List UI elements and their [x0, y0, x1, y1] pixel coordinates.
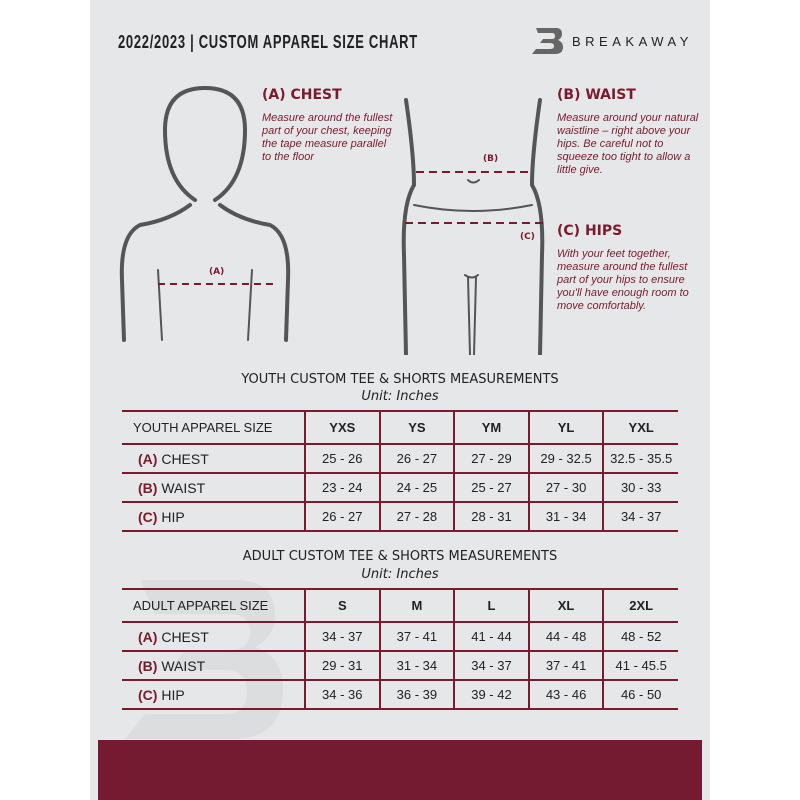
- table-header-row: YOUTH APPAREL SIZE YXS YS YM YL YXL: [122, 411, 678, 445]
- header-cell: YXS: [304, 411, 380, 445]
- table-cell: 44 - 48: [527, 622, 604, 652]
- table-cell: 27 - 28: [378, 502, 455, 532]
- chest-figure-illustration: [119, 85, 291, 342]
- table-cell: 39 - 42: [453, 680, 529, 710]
- table-cell: 25 - 27: [453, 473, 529, 503]
- table-cell: 41 - 44: [453, 622, 529, 652]
- breakaway-logo-icon: [532, 28, 563, 54]
- adult-size-table: ADULT APPAREL SIZE S M L XL 2XL (A) CHEST 34 - …: [122, 588, 678, 710]
- header-cell: YS: [378, 411, 455, 445]
- table-cell: 26 - 27: [304, 502, 380, 532]
- header-cell: YXL: [602, 411, 678, 445]
- table-row: (B) WAIST 23 - 24 24 - 25 25 - 27 27 - 30 30 …: [122, 473, 678, 503]
- youth-section-title: YOUTH CUSTOM TEE & SHORTS MEASUREMENTS: [241, 372, 559, 387]
- youth-size-table: YOUTH APPAREL SIZE YXS YS YM YL YXL (A) CHEST 2…: [122, 410, 678, 532]
- waist-hips-figure-illustration: [401, 98, 545, 355]
- hips-description: With your feet together, measure around …: [557, 248, 689, 312]
- table-cell: 41 - 45.5: [602, 651, 678, 681]
- table-row: (C) HIP 26 - 27 27 - 28 28 - 31 31 - 34 34 - …: [122, 502, 678, 532]
- table-cell: 34 - 37: [453, 651, 529, 681]
- row-name: WAIST: [161, 479, 206, 496]
- row-label: (A) CHEST: [122, 444, 305, 474]
- table-cell: 29 - 31: [304, 651, 380, 681]
- chest-description: Measure around the fullest part of your …: [262, 112, 393, 163]
- table-cell: 34 - 36: [304, 680, 380, 710]
- table-cell: 34 - 37: [304, 622, 380, 652]
- table-row: (A) CHEST 34 - 37 37 - 41 41 - 44 44 - 48 48 …: [122, 622, 678, 652]
- header-cell: YOUTH APPAREL SIZE: [122, 411, 305, 445]
- chest-heading: (A) CHEST: [262, 87, 342, 103]
- header-cell: XL: [527, 589, 604, 623]
- table-cell: 30 - 33: [602, 473, 678, 503]
- row-code: (C): [138, 686, 158, 703]
- table-cell: 36 - 39: [378, 680, 455, 710]
- table-cell: 48 - 52: [602, 622, 678, 652]
- row-name: HIP: [161, 686, 185, 703]
- page-title: 2022/2023 | CUSTOM APPAREL SIZE CHART: [118, 32, 418, 52]
- table-cell: 29 - 32.5: [527, 444, 604, 474]
- table-row: (B) WAIST 29 - 31 31 - 34 34 - 37 37 - 41 41 …: [122, 651, 678, 681]
- header-cell: YM: [453, 411, 529, 445]
- row-code: (B): [138, 657, 158, 674]
- table-cell: 27 - 30: [527, 473, 604, 503]
- row-label: (C) HIP: [122, 680, 305, 710]
- table-cell: 37 - 41: [527, 651, 604, 681]
- table-row: (C) HIP 34 - 36 36 - 39 39 - 42 43 - 46 46 - …: [122, 680, 678, 710]
- header-cell: L: [453, 589, 529, 623]
- waist-heading: (B) WAIST: [557, 87, 636, 103]
- table-cell: 46 - 50: [602, 680, 678, 710]
- table-cell: 37 - 41: [378, 622, 455, 652]
- row-name: WAIST: [161, 657, 206, 674]
- youth-unit: Unit: Inches: [361, 389, 439, 404]
- row-code: (A): [138, 628, 158, 645]
- row-code: (A): [138, 450, 158, 467]
- table-cell: 31 - 34: [527, 502, 604, 532]
- row-label: (B) WAIST: [122, 651, 305, 681]
- table-cell: 34 - 37: [602, 502, 678, 532]
- header-cell: M: [378, 589, 455, 623]
- table-cell: 31 - 34: [378, 651, 455, 681]
- row-label: (B) WAIST: [122, 473, 305, 503]
- table-cell: 27 - 29: [453, 444, 529, 474]
- header-cell: YL: [527, 411, 604, 445]
- table-cell: 26 - 27: [378, 444, 455, 474]
- waist-marker: (B): [483, 154, 499, 164]
- row-code: (C): [138, 508, 158, 525]
- brand-name: BREAKAWAY: [572, 34, 693, 49]
- waist-description: Measure around your natural waistline – …: [557, 112, 699, 176]
- footer-band: [98, 740, 702, 800]
- row-label: (C) HIP: [122, 502, 305, 532]
- table-cell: 25 - 26: [304, 444, 380, 474]
- table-cell: 32.5 - 35.5: [602, 444, 678, 474]
- row-name: CHEST: [161, 628, 209, 645]
- adult-section-title: ADULT CUSTOM TEE & SHORTS MEASUREMENTS: [242, 549, 558, 564]
- row-name: CHEST: [161, 450, 209, 467]
- table-header-row: ADULT APPAREL SIZE S M L XL 2XL: [122, 589, 678, 623]
- hips-marker: (C): [520, 232, 535, 242]
- row-code: (B): [138, 479, 158, 496]
- row-name: HIP: [161, 508, 185, 525]
- table-cell: 43 - 46: [527, 680, 604, 710]
- hips-heading: (C) HIPS: [557, 223, 623, 239]
- table-cell: 23 - 24: [304, 473, 380, 503]
- chest-marker: (A): [209, 267, 225, 277]
- table-row: (A) CHEST 25 - 26 26 - 27 27 - 29 29 - 32.5 3…: [122, 444, 678, 474]
- header-cell: ADULT APPAREL SIZE: [122, 589, 305, 623]
- header-cell: 2XL: [602, 589, 678, 623]
- header-cell: S: [304, 589, 380, 623]
- table-cell: 28 - 31: [453, 502, 529, 532]
- table-cell: 24 - 25: [378, 473, 455, 503]
- adult-unit: Unit: Inches: [361, 567, 439, 582]
- row-label: (A) CHEST: [122, 622, 305, 652]
